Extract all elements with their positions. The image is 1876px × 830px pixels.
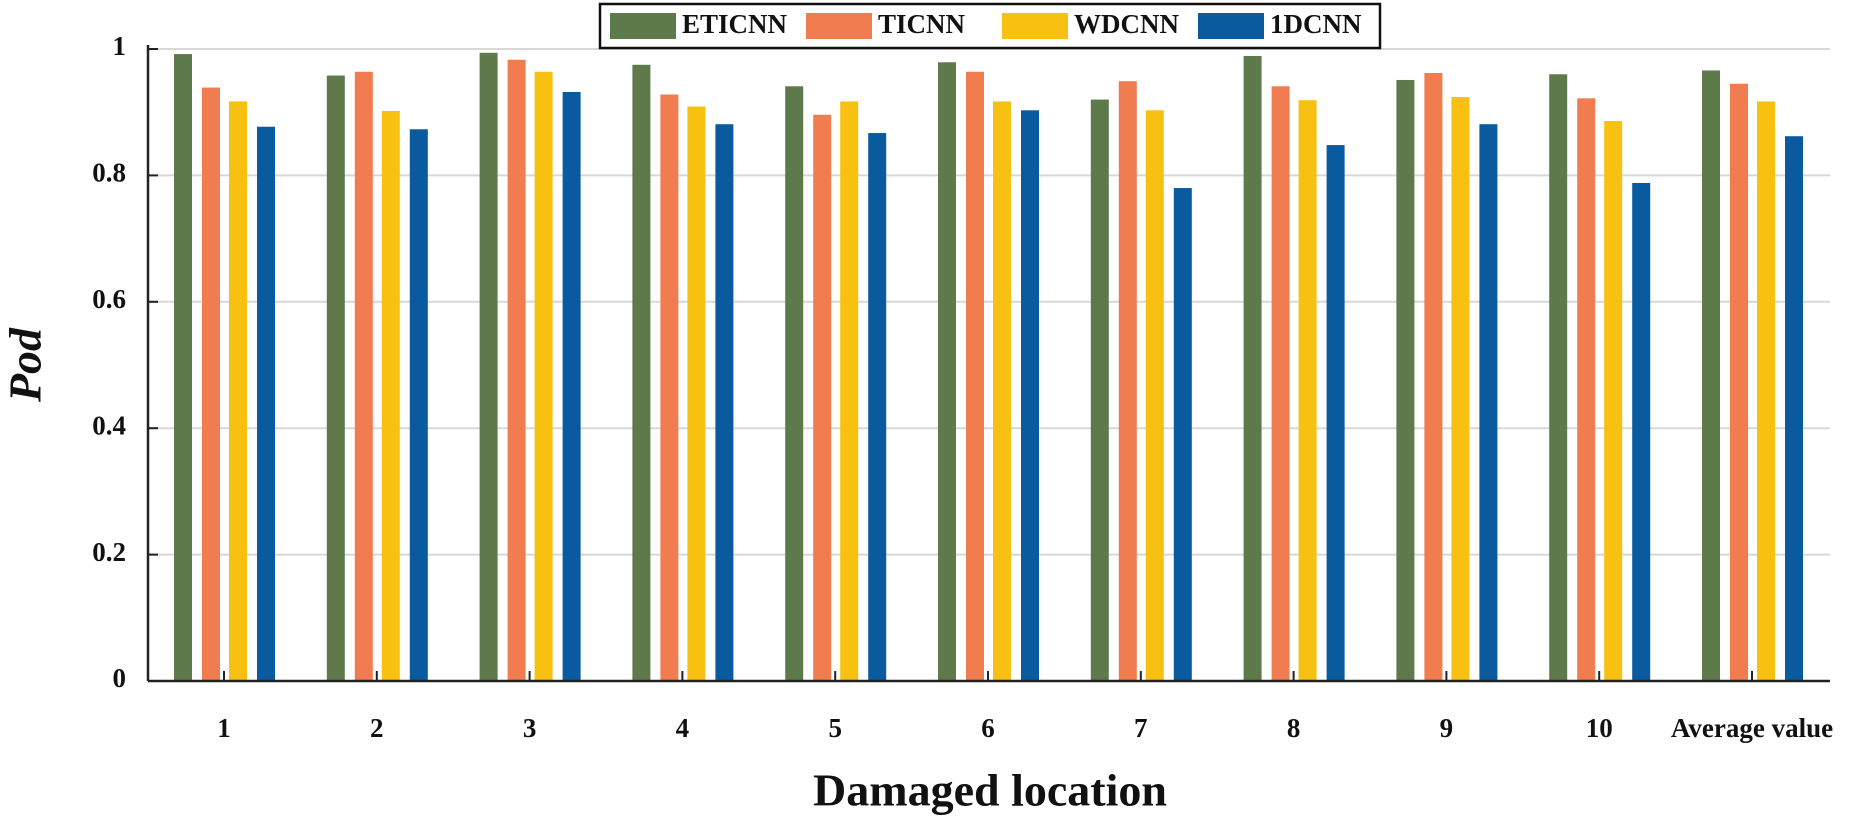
x-tick-label: 1 (217, 713, 231, 743)
x-tick-label: 8 (1287, 713, 1301, 743)
bar (1702, 70, 1720, 682)
bar (257, 126, 275, 681)
x-tick-label: Average value (1671, 713, 1833, 743)
bar (1173, 188, 1192, 682)
y-tick-label: 0 (113, 663, 127, 693)
y-tick-label: 0.2 (92, 537, 126, 567)
x-tick-label: 2 (370, 713, 384, 743)
bar (785, 86, 804, 681)
bar (1632, 182, 1651, 681)
bar (1604, 121, 1623, 682)
bar (1021, 110, 1039, 681)
bar (1326, 145, 1345, 682)
bar (409, 129, 428, 681)
x-tick-label: 3 (523, 713, 537, 743)
bar (202, 87, 220, 681)
y-tick-label: 0.4 (92, 410, 126, 440)
legend-label: WDCNN (1074, 9, 1179, 39)
bar (1785, 136, 1803, 681)
legend-label: 1DCNN (1270, 9, 1362, 39)
bar (966, 71, 984, 681)
x-axis-label: Damaged location (813, 765, 1167, 816)
bar (1145, 110, 1164, 681)
bar (174, 54, 192, 681)
bar (1479, 124, 1498, 681)
bar (868, 133, 887, 681)
legend-swatch (1002, 13, 1068, 39)
bar (715, 124, 734, 681)
bar (229, 101, 247, 682)
bar (534, 71, 553, 681)
x-tick-label: 9 (1440, 713, 1454, 743)
bar (1577, 98, 1596, 681)
bar (1298, 100, 1317, 681)
bar (1271, 86, 1290, 681)
legend-label: ETICNN (682, 9, 788, 39)
legend-swatch (806, 13, 872, 39)
x-tick-label: 7 (1134, 713, 1148, 743)
legend-swatch (1198, 13, 1264, 39)
y-tick-label: 1 (113, 31, 127, 61)
y-tick-label: 0.8 (92, 158, 126, 188)
bar (326, 75, 345, 681)
bar (1451, 97, 1470, 682)
x-tick-label: 10 (1586, 713, 1613, 743)
x-tick-label: 6 (981, 713, 995, 743)
bar (1396, 79, 1415, 681)
bar (1243, 55, 1262, 681)
bar (354, 71, 373, 681)
legend-label: TICNN (878, 9, 966, 39)
bar (687, 106, 706, 681)
legend-swatch (610, 13, 676, 39)
y-tick-label: 0.6 (92, 284, 126, 314)
bar (1424, 73, 1443, 682)
bar (1549, 74, 1568, 681)
bar (562, 91, 581, 681)
bar (632, 64, 651, 682)
bar (1090, 99, 1109, 681)
y-axis-label: Pod (0, 327, 51, 403)
bar (813, 114, 832, 681)
x-tick-label: 4 (676, 713, 690, 743)
bar (1757, 101, 1775, 682)
bar (507, 59, 526, 681)
bar (381, 110, 400, 682)
x-tick-label: 5 (828, 713, 842, 743)
bar (1118, 81, 1137, 682)
bar (1730, 83, 1748, 681)
bar (993, 101, 1011, 682)
bar (660, 94, 679, 681)
bar (479, 52, 498, 682)
bar (938, 62, 956, 682)
bar (840, 101, 859, 682)
